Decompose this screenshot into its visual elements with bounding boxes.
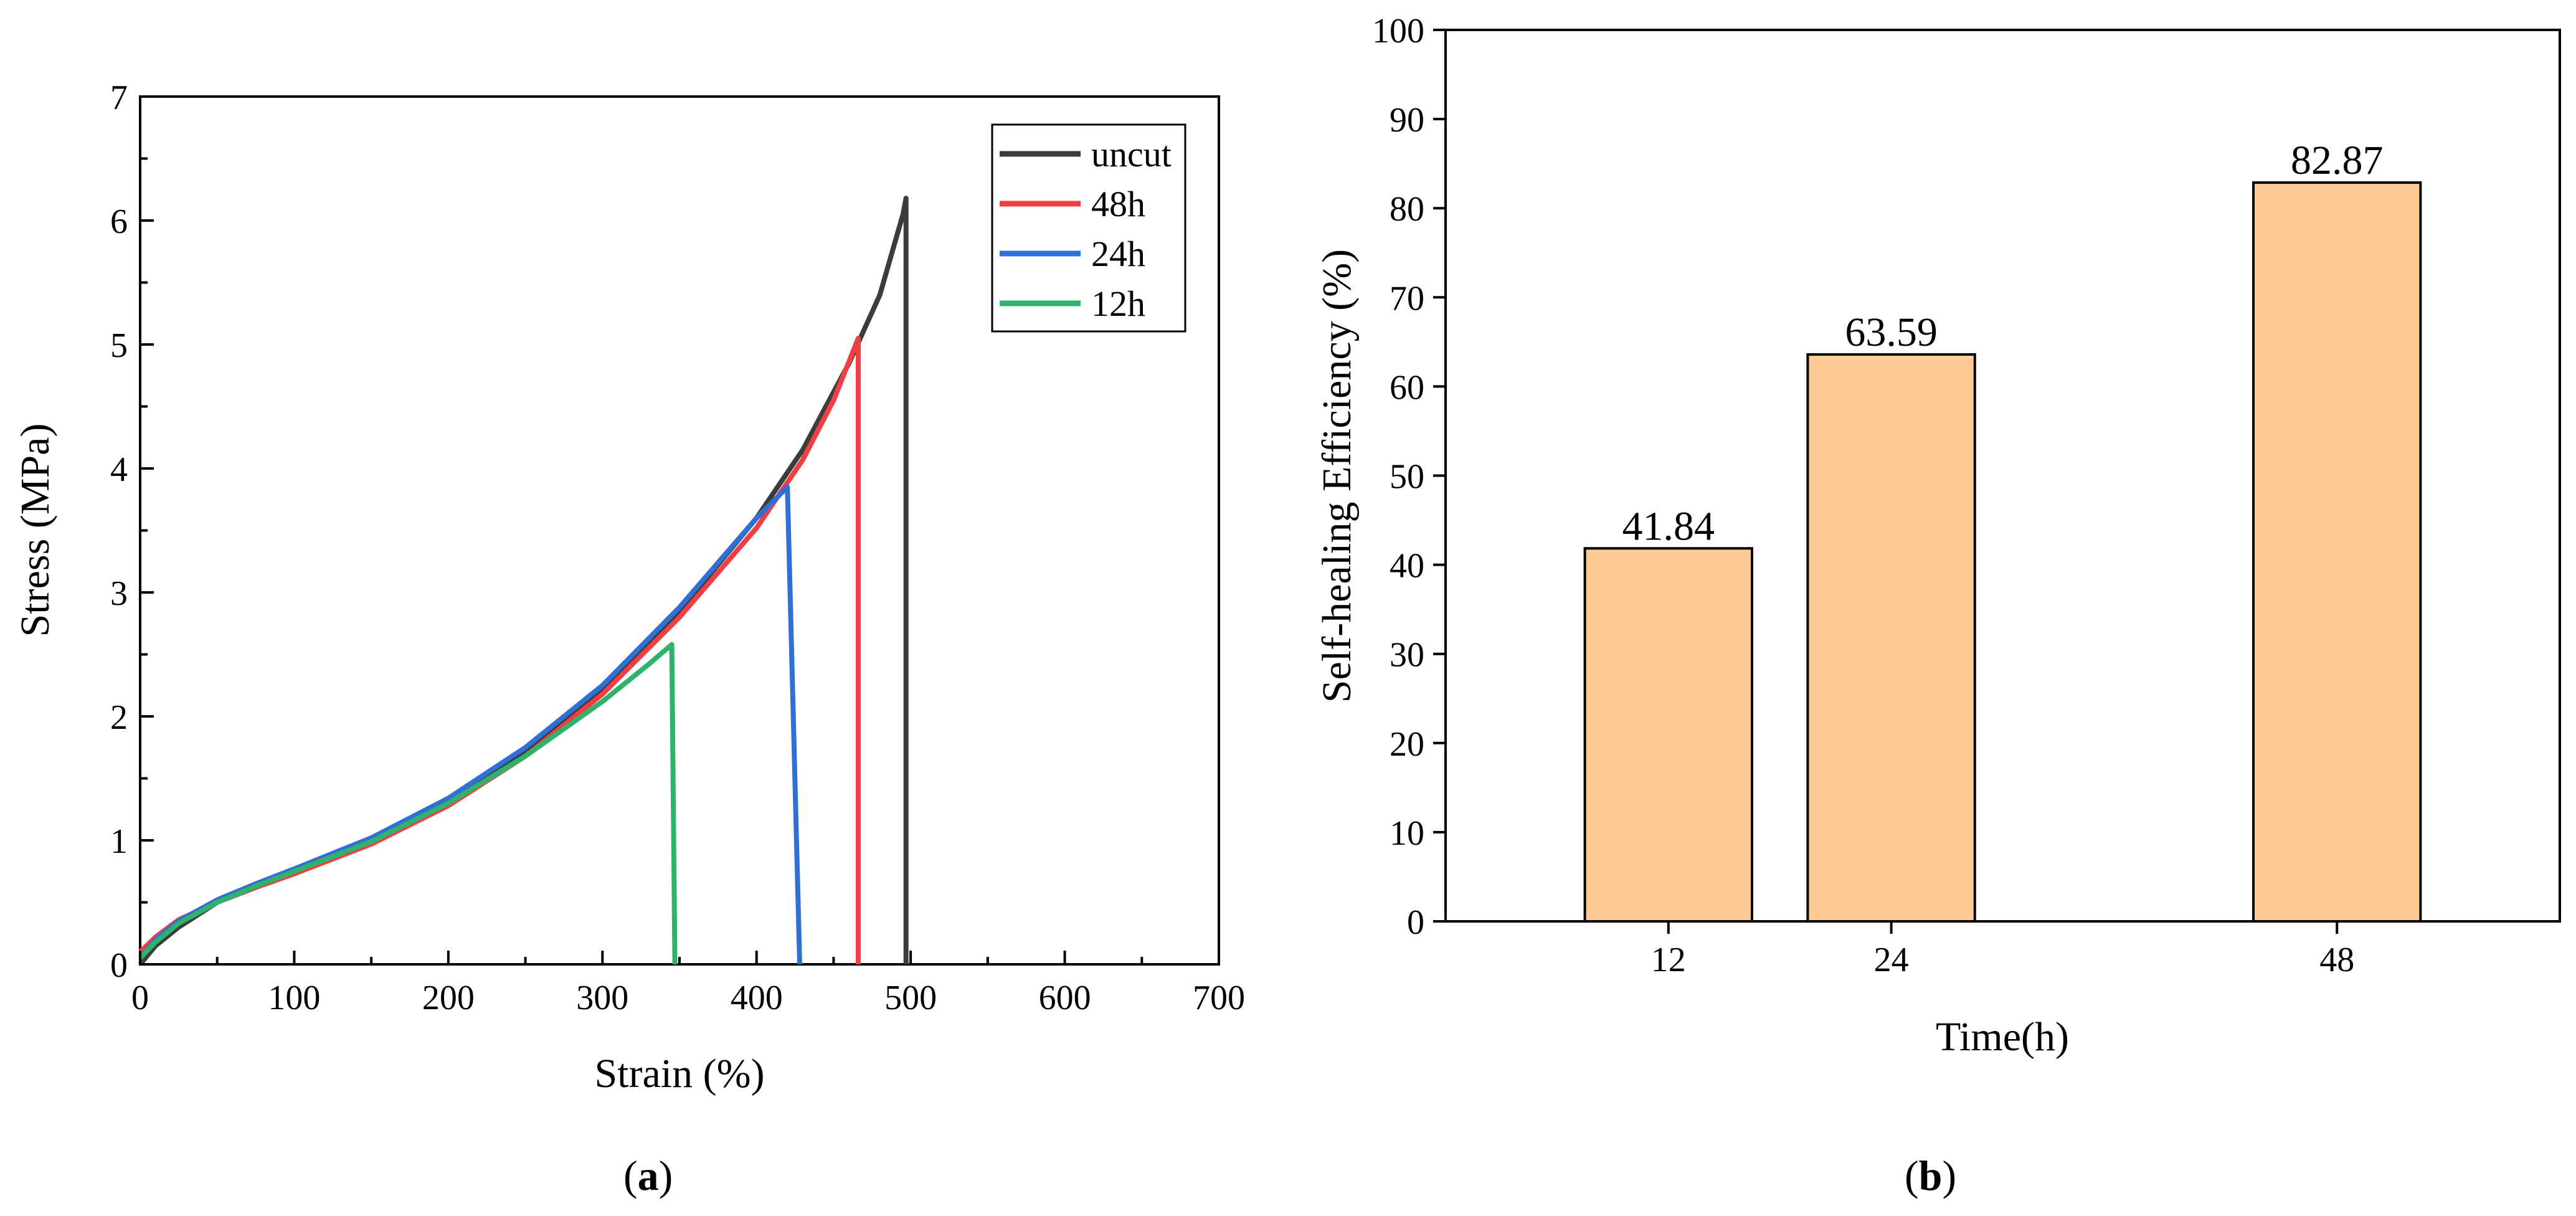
x-tick-label-a: 0 [131, 979, 149, 1017]
line-series-group [138, 196, 909, 966]
legend-label-24h: 24h [1091, 234, 1145, 274]
bar-12h [1583, 547, 1753, 923]
x-tick-label-b: 24 [1874, 941, 1909, 979]
y-tick-label-a: 4 [110, 450, 128, 489]
y-tick-label-b: 70 [1390, 279, 1424, 318]
y-tick-label-a: 7 [110, 78, 128, 117]
y-tick-label-a: 3 [110, 574, 128, 613]
y-tick-label-b: 10 [1390, 814, 1424, 853]
bar-value-label: 82.87 [2291, 138, 2384, 183]
y-tick-label-b: 60 [1390, 368, 1424, 407]
y-tick-label-a: 0 [110, 946, 128, 985]
x-tick-label-a: 400 [731, 979, 783, 1017]
bar-value-label: 63.59 [1845, 310, 1938, 355]
self-healing-efficiency-chart: 41.84 63.59 82.87 0 10 20 30 40 50 60 70 80 90 100 1… [1314, 12, 2561, 1199]
bar-48h [2252, 181, 2422, 923]
legend-label-48h: 48h [1091, 184, 1145, 224]
x-axis-b: 12 24 48 [1651, 921, 2354, 979]
panel-label-a: (a) [623, 1152, 673, 1199]
legend-label-12h: 12h [1091, 283, 1145, 324]
legend-box [991, 123, 1186, 333]
x-tick-label-b: 12 [1651, 941, 1686, 979]
x-tick-label-a: 700 [1193, 979, 1245, 1017]
y-tick-label-b: 0 [1407, 903, 1424, 942]
x-tick-label-a: 600 [1039, 979, 1091, 1017]
x-axis-title-b: Time(h) [1936, 1014, 2069, 1060]
series-line-12h [138, 642, 678, 965]
y-tick-label-a: 1 [110, 822, 128, 861]
y-tick-label-b: 80 [1390, 190, 1424, 229]
x-tick-label-a: 100 [268, 979, 320, 1017]
y-tick-label-a: 2 [110, 698, 128, 737]
y-axis-a: 0 1 2 3 4 5 6 7 [110, 78, 154, 985]
x-tick-label-b: 48 [2319, 941, 2354, 979]
y-tick-label-b: 40 [1390, 547, 1424, 586]
x-axis-title-a: Strain (%) [594, 1051, 764, 1096]
y-axis-b: 0 10 20 30 40 50 60 70 80 90 100 [1372, 12, 1446, 942]
legend: uncut 48h 24h 12h [991, 123, 1186, 333]
y-tick-label-b: 90 [1390, 101, 1424, 140]
legend-label-uncut: uncut [1091, 134, 1172, 174]
y-tick-label-a: 6 [110, 202, 128, 241]
stress-strain-chart: 0 1 2 3 4 5 6 7 0 100 200 300 400 500 600 700 Strain (… [12, 78, 1245, 1199]
y-tick-label-b: 100 [1372, 12, 1424, 50]
y-tick-label-b: 50 [1390, 458, 1424, 496]
y-axis-title-b: Self-healing Efficiency (%) [1314, 249, 1360, 703]
x-axis-a: 0 100 200 300 400 500 600 700 [131, 951, 1245, 1017]
y-tick-label-a: 5 [110, 326, 128, 365]
y-tick-label-b: 30 [1390, 636, 1424, 675]
bar-group: 41.84 63.59 82.87 [1583, 138, 2422, 923]
bar-value-label: 41.84 [1622, 503, 1715, 549]
bar-24h [1806, 353, 1976, 923]
y-tick-label-b: 20 [1390, 725, 1424, 764]
x-tick-label-a: 300 [576, 979, 628, 1017]
x-tick-label-a: 200 [422, 979, 475, 1017]
panel-label-b: (b) [1905, 1152, 1956, 1199]
x-tick-label-a: 500 [884, 979, 937, 1017]
y-axis-title-a: Stress (MPa) [12, 424, 58, 637]
